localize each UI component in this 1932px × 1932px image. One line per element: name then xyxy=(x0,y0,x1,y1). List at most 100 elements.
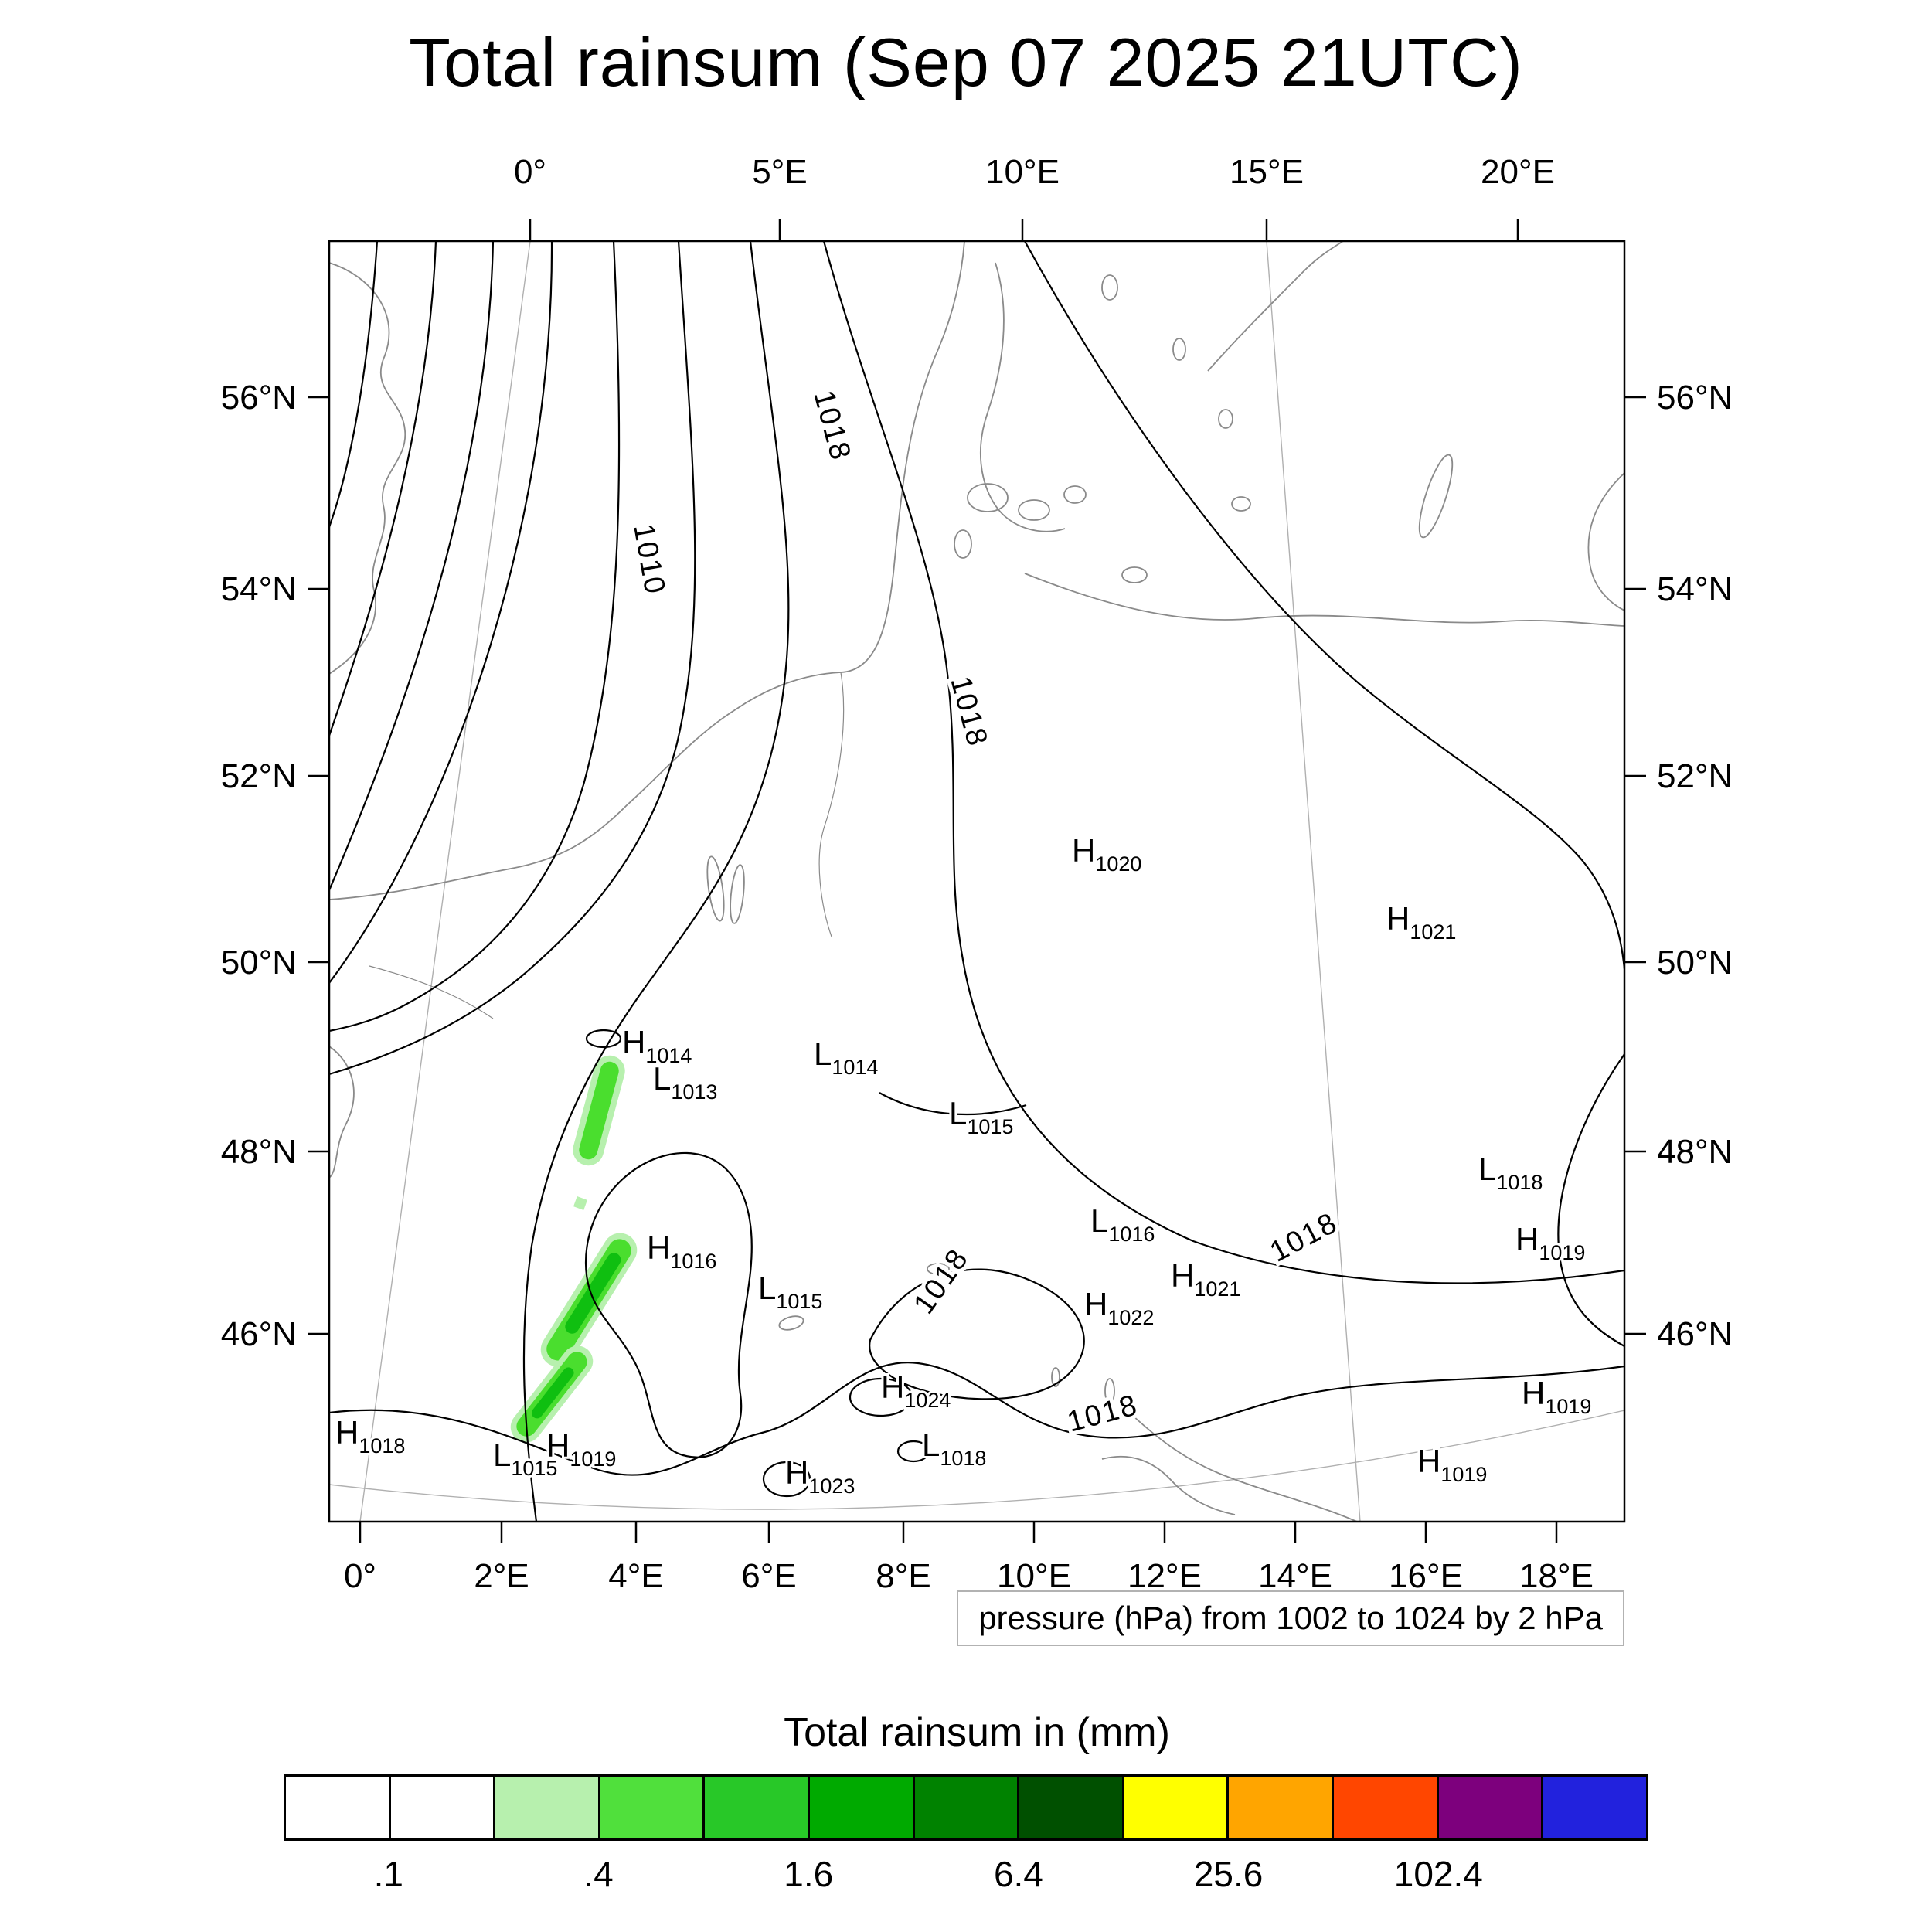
map-graphic: H xyxy=(881,1369,904,1405)
meridian-15E xyxy=(1266,241,1361,1522)
island xyxy=(1101,274,1118,301)
coastlines xyxy=(329,241,1624,1522)
river-rhine xyxy=(818,672,845,937)
isobar-path xyxy=(329,241,696,1076)
colorbar-cell xyxy=(1019,1777,1124,1838)
pressure-center-l1013: L1013 xyxy=(653,1060,717,1104)
map-graphic: L xyxy=(758,1270,776,1306)
rain-area xyxy=(579,1061,619,1160)
coastline-baltic-south xyxy=(1024,573,1624,627)
coastline-england xyxy=(329,262,406,675)
map-graphic: H xyxy=(546,1427,570,1464)
rain-area xyxy=(531,1367,574,1419)
axis-label-left: 54°N xyxy=(221,570,297,608)
axis-label-left: 52°N xyxy=(221,757,297,795)
rain-area xyxy=(565,1253,621,1334)
map-graphic: L xyxy=(653,1060,671,1097)
map-graphic: H xyxy=(785,1454,808,1491)
map-graphic: H xyxy=(1084,1286,1107,1322)
map-graphic: L xyxy=(1478,1151,1496,1187)
colorbar-cell xyxy=(810,1777,915,1838)
colorbar-cell xyxy=(1438,1777,1544,1838)
colorbar-cell xyxy=(1543,1777,1646,1838)
lake-constance xyxy=(927,1263,950,1275)
map-graphic: 1023 xyxy=(808,1475,855,1498)
map-graphic: 1016 xyxy=(1108,1223,1155,1246)
pressure-center-h1019: H1019 xyxy=(546,1427,616,1471)
axis-label-bottom: 6°E xyxy=(741,1557,796,1595)
axis-label-top: 0° xyxy=(514,153,546,191)
axis-label-right: 50°N xyxy=(1657,944,1733,981)
axis-label-right: 54°N xyxy=(1657,570,1733,608)
isobar-loop xyxy=(896,1440,930,1463)
map-graphic: 1018 xyxy=(1496,1171,1543,1194)
map-graphic: 1019 xyxy=(1545,1395,1591,1418)
axis-label-left: 48°N xyxy=(221,1133,297,1171)
map-graphic: H xyxy=(1522,1375,1545,1411)
map-graphic: L xyxy=(493,1437,511,1473)
map-graphic: 1022 xyxy=(1107,1306,1154,1329)
axis-label-left: 50°N xyxy=(221,944,297,981)
colorbar-tick-label: 25.6 xyxy=(1193,1854,1264,1894)
map-graphic xyxy=(329,241,1624,1522)
coastline-france-west xyxy=(329,1046,355,1179)
lake xyxy=(706,855,725,922)
lake-geneva xyxy=(778,1315,804,1331)
pressure-range-note: pressure (hPa) from 1002 to 1024 by 2 hP… xyxy=(957,1590,1624,1646)
axis-label-top: 15°E xyxy=(1230,153,1304,191)
colorbar xyxy=(284,1774,1648,1841)
map-graphic xyxy=(540,1233,638,1367)
island xyxy=(967,483,1009,512)
isobar-arc-l1015 xyxy=(879,1092,1027,1116)
coastline-adriatic xyxy=(1132,1415,1358,1522)
rain-area xyxy=(573,1196,587,1210)
map-graphic: 1014 xyxy=(645,1044,692,1067)
isobar-loop-h1023 xyxy=(762,1461,811,1498)
pressure-center-h1018: H1018 xyxy=(335,1414,405,1458)
rain-shading xyxy=(510,1055,638,1443)
river-seine xyxy=(369,965,494,1019)
map-graphic: H xyxy=(1171,1257,1194,1294)
pressure-center-h1014: H1014 xyxy=(622,1024,692,1067)
colorbar-tick-label: 102.4 xyxy=(1393,1854,1483,1894)
colorbar-cell xyxy=(1334,1777,1439,1838)
map-graphic: H xyxy=(1417,1443,1440,1479)
isobar-path-right xyxy=(1557,1053,1624,1347)
map-graphic: 1015 xyxy=(776,1290,822,1313)
lake xyxy=(1051,1367,1060,1387)
pressure-center-h1023: H1023 xyxy=(785,1454,855,1498)
map-graphic: H xyxy=(647,1230,670,1266)
isobar-loop-h1024 xyxy=(849,1377,913,1417)
map-graphic: H xyxy=(1386,900,1410,937)
axis-label-bottom: 16°E xyxy=(1389,1557,1463,1595)
map-graphic: 1019 xyxy=(570,1447,616,1471)
colorbar-labels: .1 .4 1.6 6.4 25.6 102.4 xyxy=(284,1853,1648,1900)
island xyxy=(954,529,972,559)
colorbar-cell xyxy=(390,1777,496,1838)
pressure-center-h1020: H1020 xyxy=(1072,832,1141,876)
pressure-center-h1021: H1021 xyxy=(1386,900,1456,944)
contour-label-1018: 1018 xyxy=(1064,1389,1141,1439)
island-gotland xyxy=(1418,454,1454,539)
map-graphic: 1016 xyxy=(670,1250,716,1273)
island xyxy=(1172,338,1186,361)
colorbar-title: Total rainsum in (mm) xyxy=(784,1710,1170,1755)
pressure-center-l1016: L1016 xyxy=(1090,1202,1155,1246)
axis-label-bottom: 14°E xyxy=(1258,1557,1332,1595)
map-graphic: L xyxy=(922,1427,940,1463)
contour-label-1018: 1018 xyxy=(1265,1206,1343,1269)
axis-label-left: 46°N xyxy=(221,1315,297,1353)
graticule-lines xyxy=(329,241,1624,1522)
colorbar-cell xyxy=(1124,1777,1230,1838)
isobar-contours xyxy=(329,241,1624,1522)
pressure-center-h1019: H1019 xyxy=(1417,1443,1487,1486)
coastline-sweden xyxy=(1207,241,1344,372)
lake-garda xyxy=(1104,1378,1115,1404)
isobar-path xyxy=(522,241,790,1522)
map-graphic: L xyxy=(1090,1202,1108,1239)
isobar-path xyxy=(329,241,553,984)
axis-label-top: 20°E xyxy=(1481,153,1555,191)
map-graphic: 1018 xyxy=(359,1434,405,1458)
axis-label-left: 56°N xyxy=(221,379,297,417)
chart-title: Total rainsum (Sep 07 2025 21UTC) xyxy=(409,24,1523,100)
